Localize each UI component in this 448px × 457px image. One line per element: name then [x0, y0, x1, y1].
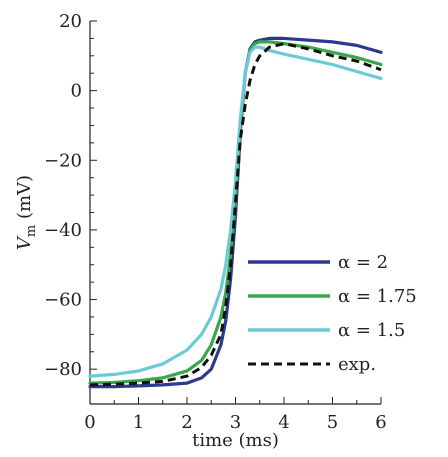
legend: α = 2 α = 1.75 α = 1.5 exp.	[248, 252, 417, 375]
legend-label-2: α = 1.5	[338, 320, 405, 341]
series-line-2	[88, 45, 383, 378]
legend-label-1: α = 1.75	[338, 286, 417, 307]
y-tick-label: 0	[71, 81, 82, 102]
y-tick-label: −40	[44, 220, 82, 241]
axes: 0 1 2 3 4 5 6 20 0 −20 −40 −60 −80	[44, 11, 387, 433]
series-line-3	[89, 42, 382, 387]
y-tick-label: −60	[44, 290, 82, 311]
legend-label-0: α = 2	[338, 252, 388, 273]
x-tick-label: 0	[84, 412, 95, 433]
axis-labels: time (ms) Vm (mV)	[14, 175, 279, 451]
x-tick-label: 1	[133, 412, 144, 433]
x-tick-label: 5	[327, 412, 338, 433]
y-tick-label: 20	[59, 11, 82, 32]
x-axis-title: time (ms)	[192, 430, 279, 451]
x-tick-label: 2	[181, 412, 192, 433]
y-axis-title-unit: (mV)	[14, 175, 35, 225]
y-axis-title-sub: m	[24, 225, 39, 237]
x-tick-label: 3	[230, 412, 241, 433]
series-layer	[88, 36, 383, 389]
legend-label-3: exp.	[338, 354, 376, 375]
x-tick-label: 6	[375, 412, 386, 433]
y-tick-label: −20	[44, 150, 82, 171]
x-tick-label: 4	[278, 412, 289, 433]
y-axis-title-var: V	[14, 235, 35, 250]
y-axis-title: Vm (mV)	[14, 175, 39, 250]
y-tick-label: −80	[44, 359, 82, 380]
